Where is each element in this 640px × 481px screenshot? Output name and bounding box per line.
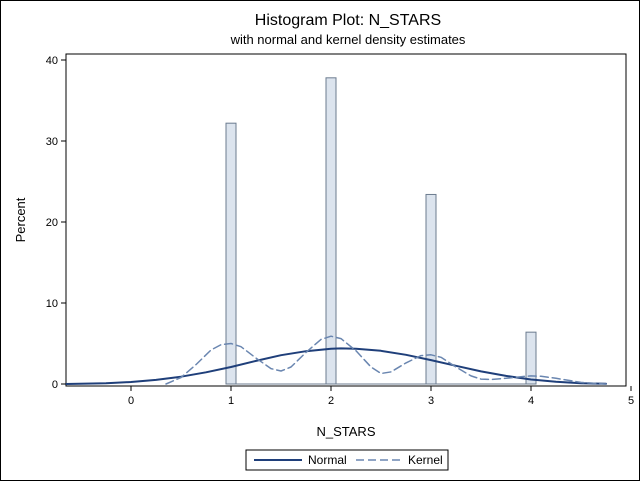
histogram-bar-1 bbox=[225, 122, 237, 385]
x-axis-ticks: 0 1 2 3 4 5 bbox=[128, 386, 634, 407]
x-tick-label-0: 0 bbox=[128, 395, 134, 407]
bars-group bbox=[225, 77, 537, 385]
chart-title: Histogram Plot: N_STARS bbox=[255, 12, 441, 29]
legend-kernel-label: Kernel bbox=[408, 453, 443, 467]
legend: Normal Kernel bbox=[245, 449, 449, 471]
x-tick-label-5: 5 bbox=[628, 395, 634, 407]
y-tick-label-20: 20 bbox=[46, 217, 58, 229]
kernel-density-curve bbox=[165, 335, 607, 385]
y-axis-label: Percent bbox=[13, 197, 28, 242]
x-axis-label: N_STARS bbox=[317, 424, 376, 439]
y-tick-label-10: 10 bbox=[46, 298, 58, 310]
legend-normal-label: Normal bbox=[308, 453, 347, 467]
x-tick-label-4: 4 bbox=[528, 395, 534, 407]
y-axis-ticks: 0 10 20 30 40 bbox=[46, 55, 66, 391]
plot-area: 0 1 2 3 4 5 0 10 20 30 40 bbox=[46, 53, 634, 407]
legend-box bbox=[245, 449, 449, 471]
y-tick-label-30: 30 bbox=[46, 136, 58, 148]
chart-subtitle: with normal and kernel density estimates bbox=[230, 32, 466, 47]
x-tick-label-3: 3 bbox=[428, 395, 434, 407]
plot-border bbox=[65, 53, 627, 387]
normal-density-curve bbox=[65, 347, 607, 385]
x-tick-label-2: 2 bbox=[328, 395, 334, 407]
y-tick-label-40: 40 bbox=[46, 55, 58, 67]
x-tick-label-1: 1 bbox=[228, 395, 234, 407]
y-tick-label-0: 0 bbox=[52, 379, 58, 391]
curves-group bbox=[65, 335, 607, 385]
